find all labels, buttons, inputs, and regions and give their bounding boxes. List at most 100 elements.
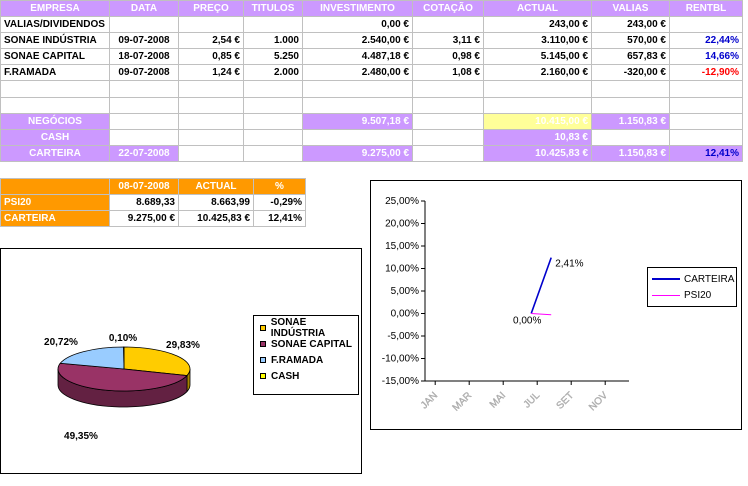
empty-cell[interactable] xyxy=(0,80,110,98)
empty-cell[interactable] xyxy=(243,128,303,146)
cell-valias[interactable]: 570,00 € xyxy=(591,32,670,50)
negocios-valias[interactable]: 1.150,83 € xyxy=(591,112,670,130)
empty-cell[interactable] xyxy=(109,128,179,146)
index-header-start[interactable]: 08-07-2008 xyxy=(109,177,179,196)
empty-cell[interactable] xyxy=(483,96,592,114)
index-label[interactable]: PSI20 xyxy=(0,194,110,212)
empty-cell[interactable] xyxy=(669,96,743,114)
cash-label[interactable]: CASH xyxy=(0,128,110,146)
empty-cell[interactable] xyxy=(302,80,413,98)
cell-investimento[interactable]: 4.487,18 € xyxy=(302,48,413,66)
cell-data[interactable] xyxy=(109,16,179,34)
line-chart-area[interactable]: 25,00% 20,00% 15,00% 10,00% 5,00% 0,00% -5,00%… xyxy=(370,180,742,430)
cell-investimento[interactable]: 2.480,00 € xyxy=(302,64,413,82)
index-actual[interactable]: 10.425,83 € xyxy=(178,210,254,228)
carteira-rentbl[interactable]: 12,41% xyxy=(669,144,743,162)
empty-cell[interactable] xyxy=(109,112,179,130)
index-pct[interactable]: 12,41% xyxy=(253,210,306,228)
cell-titulos[interactable] xyxy=(243,16,303,34)
negocios-label[interactable]: NEGÓCIOS xyxy=(0,112,110,130)
empty-cell[interactable] xyxy=(412,96,484,114)
cell-cotacao[interactable]: 0,98 € xyxy=(412,48,484,66)
cell-actual[interactable]: 5.145,00 € xyxy=(483,48,592,66)
cell-cotacao[interactable]: 1,08 € xyxy=(412,64,484,82)
cell-actual[interactable]: 2.160,00 € xyxy=(483,64,592,82)
cell-titulos[interactable]: 2.000 xyxy=(243,64,303,82)
cell-empresa[interactable]: F.RAMADA xyxy=(0,64,110,82)
index-pct[interactable]: -0,29% xyxy=(253,194,306,212)
cell-preco[interactable] xyxy=(178,16,244,34)
index-header-actual[interactable]: ACTUAL xyxy=(178,177,254,196)
cell-actual[interactable]: 243,00 € xyxy=(483,16,592,34)
negocios-investimento[interactable]: 9.507,18 € xyxy=(302,112,413,130)
cell-rentbl[interactable]: 22,44% xyxy=(669,32,743,50)
cell-titulos[interactable]: 5.250 xyxy=(243,48,303,66)
empty-cell[interactable] xyxy=(302,128,413,146)
legend-entry: CARTEIRA xyxy=(648,271,736,287)
empty-cell[interactable] xyxy=(412,128,484,146)
empty-cell[interactable] xyxy=(669,80,743,98)
cell-investimento[interactable]: 0,00 € xyxy=(302,16,413,34)
empty-cell[interactable] xyxy=(412,144,484,162)
empty-cell[interactable] xyxy=(243,112,303,130)
negocios-actual[interactable]: 10.415,00 € xyxy=(483,112,592,130)
index-start[interactable]: 8.689,33 xyxy=(109,194,179,212)
empty-cell[interactable] xyxy=(109,80,179,98)
cell-titulos[interactable]: 1.000 xyxy=(243,32,303,50)
empty-cell[interactable] xyxy=(669,128,743,146)
empty-cell[interactable] xyxy=(669,112,743,130)
empty-cell[interactable] xyxy=(243,80,303,98)
empty-cell[interactable] xyxy=(178,128,244,146)
empty-cell[interactable] xyxy=(243,96,303,114)
index-label[interactable]: CARTEIRA xyxy=(0,210,110,228)
cell-valias[interactable]: 243,00 € xyxy=(591,16,670,34)
carteira-actual[interactable]: 10.425,83 € xyxy=(483,144,592,162)
empty-cell[interactable] xyxy=(0,96,110,114)
cell-data[interactable]: 18-07-2008 xyxy=(109,48,179,66)
index-header-pct[interactable]: % xyxy=(253,177,306,196)
empty-cell[interactable] xyxy=(109,96,179,114)
carteira-label[interactable]: CARTEIRA xyxy=(0,144,110,162)
empty-cell[interactable] xyxy=(591,80,670,98)
index-start[interactable]: 9.275,00 € xyxy=(109,210,179,228)
empty-cell[interactable] xyxy=(178,96,244,114)
cell-rentbl[interactable]: -12,90% xyxy=(669,64,743,82)
cell-data[interactable]: 09-07-2008 xyxy=(109,32,179,50)
empty-cell[interactable] xyxy=(178,80,244,98)
empty-cell[interactable] xyxy=(412,80,484,98)
cell-empresa[interactable]: SONAE INDÚSTRIA xyxy=(0,32,110,50)
cell-cotacao[interactable]: 3,11 € xyxy=(412,32,484,50)
empty-cell[interactable] xyxy=(178,112,244,130)
cash-actual[interactable]: 10,83 € xyxy=(483,128,592,146)
cell-empresa[interactable]: VALIAS/DIVIDENDOS xyxy=(0,16,110,34)
carteira-investimento[interactable]: 9.275,00 € xyxy=(302,144,413,162)
empty-cell[interactable] xyxy=(412,112,484,130)
cell-rentbl[interactable] xyxy=(669,16,743,34)
cell-preco[interactable]: 2,54 € xyxy=(178,32,244,50)
cell-actual[interactable]: 3.110,00 € xyxy=(483,32,592,50)
cell-empresa[interactable]: SONAE CAPITAL xyxy=(0,48,110,66)
cell-investimento[interactable]: 2.540,00 € xyxy=(302,32,413,50)
empty-cell[interactable] xyxy=(591,96,670,114)
cell-preco[interactable]: 0,85 € xyxy=(178,48,244,66)
cell-valias[interactable]: -320,00 € xyxy=(591,64,670,82)
y-tick-label: 10,00% xyxy=(385,264,419,275)
index-actual[interactable]: 8.663,99 xyxy=(178,194,254,212)
empty-cell[interactable] xyxy=(591,128,670,146)
cell-cotacao[interactable] xyxy=(412,16,484,34)
empty-cell[interactable] xyxy=(483,80,592,98)
carteira-valias[interactable]: 1.150,83 € xyxy=(591,144,670,162)
index-header-blank[interactable] xyxy=(0,177,110,196)
cell-valias[interactable]: 657,83 € xyxy=(591,48,670,66)
cell-data[interactable]: 09-07-2008 xyxy=(109,64,179,82)
cell-rentbl[interactable]: 14,66% xyxy=(669,48,743,66)
line-legend[interactable]: CARTEIRA PSI20 xyxy=(647,267,737,307)
carteira-data[interactable]: 22-07-2008 xyxy=(109,144,179,162)
pie-legend[interactable]: SONAE INDÚSTRIA SONAE CAPITAL F.RAMADA C… xyxy=(253,315,359,395)
empty-cell[interactable] xyxy=(302,96,413,114)
empty-cell[interactable] xyxy=(178,144,244,162)
empty-cell[interactable] xyxy=(243,144,303,162)
legend-entry: PSI20 xyxy=(648,287,736,303)
cell-preco[interactable]: 1,24 € xyxy=(178,64,244,82)
pie-chart-area[interactable]: 29,83% 49,35% 20,72% 0,10% SONAE INDÚSTRIA … xyxy=(0,248,362,474)
